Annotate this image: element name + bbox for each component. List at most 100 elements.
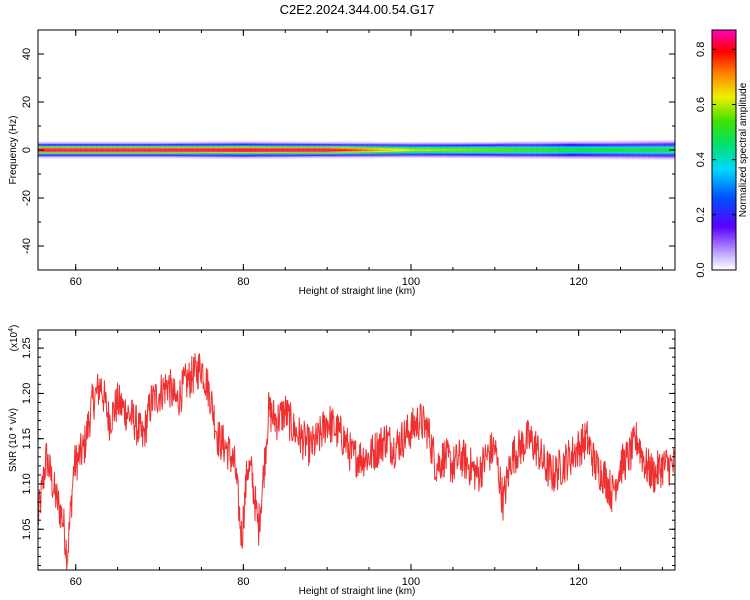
spectral-cell: [122, 157, 129, 159]
spectral-cell: [420, 151, 426, 153]
spectral-cell: [409, 152, 416, 154]
spectral-cell: [494, 156, 501, 158]
spectral-cell: [579, 156, 586, 158]
spectral-cell: [552, 141, 559, 143]
spectral-cell: [38, 141, 44, 143]
spectral-cell: [149, 147, 156, 149]
spectral-cell: [138, 151, 145, 153]
spectral-cell: [648, 146, 655, 148]
spectral-cell: [361, 144, 368, 145]
x-tick-label: 100: [402, 576, 420, 588]
spectral-cell: [478, 142, 485, 144]
spectral-cell: [282, 157, 288, 158]
spectral-cell: [165, 142, 172, 144]
spectral-cell: [621, 152, 628, 154]
spectral-cell: [393, 148, 400, 150]
spectral-cell: [526, 152, 533, 154]
spectral-cell: [165, 148, 172, 150]
spectral-cell: [85, 152, 92, 154]
spectral-cell: [181, 156, 188, 158]
spectral-cell: [489, 150, 495, 152]
spectral-cell: [345, 149, 352, 150]
spectral-cell: [621, 145, 628, 147]
spectral-cell: [457, 145, 464, 147]
spectral-cell: [356, 155, 363, 157]
spectral-cell: [335, 154, 341, 156]
spectral-cell: [664, 146, 671, 148]
spectral-cell: [467, 150, 474, 151]
spectral-cell: [377, 143, 384, 145]
spectral-cell: [436, 143, 442, 145]
spectral-cell: [324, 147, 331, 149]
spectral-cell: [393, 145, 400, 147]
spectral-cell: [128, 142, 134, 144]
spectral-cell: [616, 158, 623, 160]
spectral-cell: [414, 148, 421, 150]
spectral-cell: [229, 155, 235, 157]
spectral-cell: [38, 153, 44, 155]
spectral-cell: [144, 149, 150, 150]
spectral-cell: [271, 141, 278, 143]
spectral-cell: [542, 156, 548, 158]
spectral-cell: [637, 156, 644, 158]
spectral-cell: [144, 150, 150, 152]
spectral-cell: [101, 147, 108, 149]
spectral-cell: [260, 153, 267, 155]
spectral-cell: [122, 148, 129, 150]
spectral-cell: [351, 142, 357, 144]
spectral-cell: [250, 152, 257, 154]
spectral-cell: [526, 157, 533, 159]
spectral-cell: [611, 142, 618, 144]
spectral-cell: [144, 152, 150, 154]
spectral-cell: [388, 151, 395, 153]
colorbar: 0.00.20.40.60.8 Normalized spectral ampl…: [695, 29, 749, 278]
spectral-cell: [478, 147, 485, 149]
spectral-cell: [494, 141, 501, 143]
spectral-cell: [521, 156, 527, 158]
spectral-cell: [505, 142, 511, 144]
spectral-cell: [75, 146, 81, 148]
spectral-cell: [489, 142, 495, 144]
spectral-cell: [345, 142, 352, 144]
spectral-cell: [107, 148, 113, 150]
spectral-cell: [112, 142, 119, 144]
spectral-cell: [452, 144, 458, 146]
spectral-cell: [303, 157, 310, 159]
spectral-cell: [388, 146, 395, 148]
spectral-cell: [298, 142, 304, 144]
spectral-cell: [478, 149, 485, 150]
spectral-cell: [43, 151, 50, 153]
snr-y-label: SNR (10 * v/v): [8, 408, 19, 472]
spectral-cell: [96, 155, 103, 156]
spectral-cell: [43, 150, 50, 152]
spectral-cell: [197, 150, 203, 151]
spectral-cell: [361, 141, 368, 143]
spectral-cell: [558, 141, 564, 143]
spectral-cell: [351, 150, 357, 152]
spectral-cell: [420, 144, 426, 146]
spectral-cell: [430, 154, 437, 156]
spectral-cell: [430, 149, 437, 150]
spectral-cell: [234, 149, 241, 150]
spectral-cell: [271, 154, 278, 156]
spectral-cell: [536, 155, 543, 157]
spectral-cell: [483, 144, 490, 146]
spectral-cell: [446, 142, 453, 143]
spectral-cell: [223, 142, 230, 144]
spectral-cell: [207, 156, 214, 158]
spectral-cell: [43, 157, 50, 159]
spectral-cell: [367, 157, 373, 159]
spectral-cell: [542, 141, 548, 143]
spectral-cell: [165, 144, 172, 146]
spectral-cell: [107, 141, 113, 143]
spectral-cell: [526, 143, 533, 145]
spectral-cell: [414, 143, 421, 145]
spectral-cell: [499, 145, 506, 147]
spectral-cell: [643, 153, 649, 155]
spectral-cell: [276, 154, 283, 156]
spectral-cell: [335, 152, 341, 154]
spectral-cell: [80, 152, 87, 154]
spectral-cell: [266, 150, 272, 152]
spectral-cell: [340, 154, 347, 156]
spectral-cell: [611, 156, 618, 158]
